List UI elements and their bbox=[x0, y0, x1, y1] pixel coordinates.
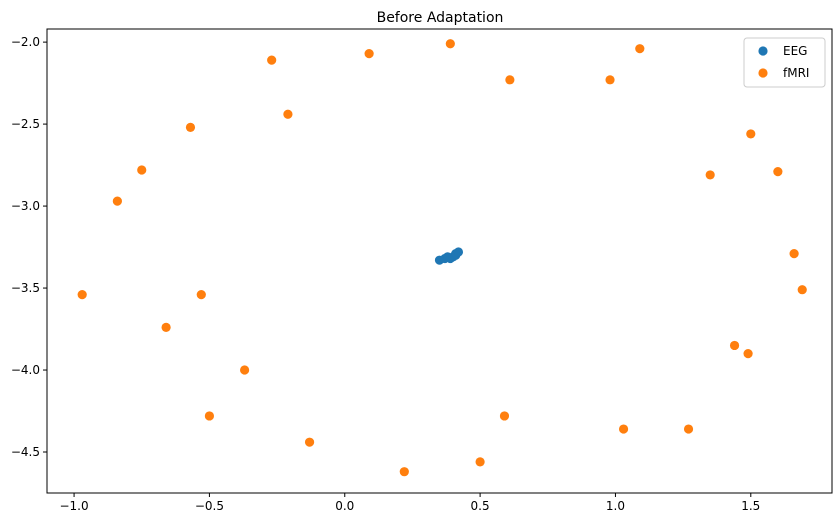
x-tick-label: 1.5 bbox=[741, 499, 760, 513]
x-tick-label: 0.5 bbox=[471, 499, 490, 513]
fmri-point bbox=[267, 55, 277, 65]
y-tick-label: −2.0 bbox=[11, 35, 40, 49]
y-tick-label: −2.5 bbox=[11, 117, 40, 131]
fmri-point bbox=[161, 322, 171, 333]
legend-label-eeg: EEG bbox=[783, 44, 807, 58]
legend-marker-eeg bbox=[758, 46, 768, 56]
fmri-point bbox=[240, 365, 250, 375]
plot-area-frame bbox=[46, 28, 833, 494]
fmri-point bbox=[746, 129, 756, 139]
fmri-point bbox=[475, 457, 485, 467]
fmri-point bbox=[729, 340, 740, 351]
y-tick-label: −4.5 bbox=[11, 445, 40, 459]
fmri-point bbox=[605, 75, 615, 85]
fmri-point bbox=[789, 249, 799, 259]
fmri-point bbox=[364, 48, 374, 59]
fmri-point bbox=[204, 411, 215, 421]
x-tick-label: 1.0 bbox=[606, 499, 625, 513]
fmri-point bbox=[137, 165, 147, 175]
fmri-point bbox=[797, 285, 807, 295]
eeg-point bbox=[453, 247, 464, 257]
legend-label-fmri: fMRI bbox=[783, 66, 809, 80]
fmri-point bbox=[499, 411, 510, 421]
fmri-point bbox=[185, 122, 196, 132]
legend: EEG fMRI bbox=[743, 37, 826, 88]
fmri-point bbox=[283, 109, 293, 119]
x-tick-label: 0.0 bbox=[335, 499, 354, 513]
chart-title: Before Adaptation bbox=[377, 10, 504, 26]
data-points bbox=[77, 39, 807, 477]
y-tick-label: −4.0 bbox=[11, 363, 40, 377]
y-tick-label: −3.0 bbox=[11, 199, 40, 213]
fmri-point bbox=[773, 167, 783, 177]
x-tick-label: −1.0 bbox=[59, 499, 88, 513]
axis-ticks: −1.0 −0.5 0.0 0.5 1.0 1.5 −2.0 −2.5 −3.0 −3.5 −4.0… bbox=[11, 35, 760, 513]
fmri-point bbox=[196, 290, 206, 300]
fmri-point bbox=[304, 437, 315, 447]
fmri-point bbox=[445, 39, 455, 49]
fmri-point bbox=[112, 196, 122, 206]
y-tick-label: −3.5 bbox=[11, 281, 40, 295]
fmri-point bbox=[77, 290, 87, 300]
fmri-point bbox=[743, 349, 753, 359]
fmri-point bbox=[618, 424, 629, 434]
fmri-point bbox=[635, 44, 645, 54]
fmri-point bbox=[399, 467, 409, 477]
fmri-point bbox=[683, 424, 694, 434]
fmri-point bbox=[705, 170, 715, 180]
fmri-point bbox=[505, 75, 515, 85]
legend-marker-fmri bbox=[758, 68, 768, 78]
x-tick-label: −0.5 bbox=[195, 499, 224, 513]
